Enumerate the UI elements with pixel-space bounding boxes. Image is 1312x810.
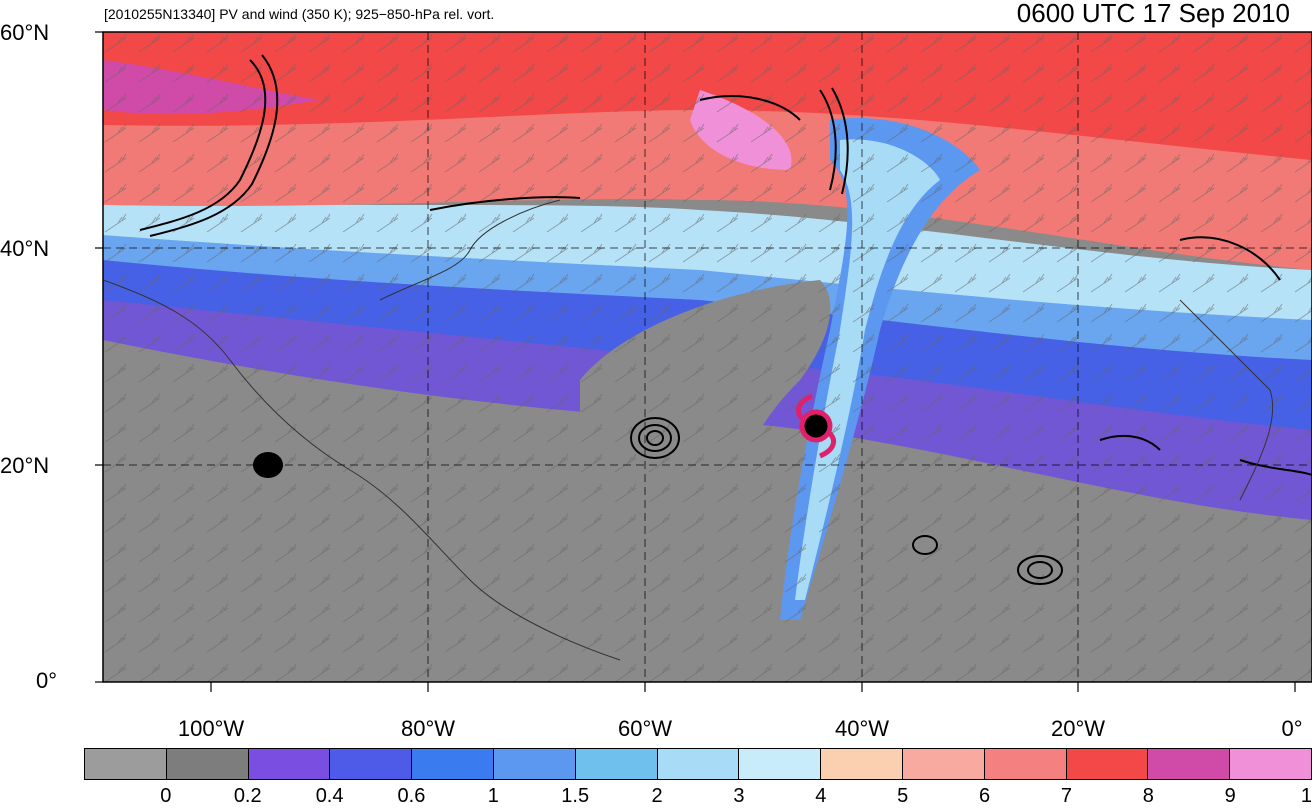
lat-label-40n: 40°N	[0, 236, 50, 261]
map-timestamp: 0600 UTC 17 Sep 2010	[1016, 0, 1290, 28]
colorbar-tick-label: 1	[487, 785, 499, 807]
pv-colorbar	[84, 748, 1312, 780]
colorbar-tick-label: 8	[1142, 785, 1154, 807]
colorbar-swatch	[984, 749, 1067, 779]
colorbar-swatch	[1148, 749, 1231, 779]
lat-label-20n: 20°N	[0, 453, 50, 478]
colorbar-tick-label: 1.5	[561, 785, 590, 807]
colorbar-tick-label: 3	[733, 785, 745, 807]
lon-label-80w: 80°W	[400, 716, 456, 741]
colorbar-swatch	[330, 749, 413, 779]
lon-label-20w: 20°W	[1050, 716, 1106, 741]
colorbar-tick-label: 10	[1300, 785, 1312, 807]
colorbar-swatch	[248, 749, 331, 779]
colorbar-swatch	[85, 749, 167, 779]
hurricane-icon	[795, 393, 837, 459]
colorbar-tick-label: 0	[160, 785, 172, 807]
colorbar-tick-label: 0.2	[233, 785, 262, 807]
colorbar-swatch	[657, 749, 740, 779]
lat-label-60n: 60°N	[0, 20, 50, 45]
colorbar-swatch	[739, 749, 822, 779]
colorbar-swatch	[412, 749, 494, 779]
colorbar-tick-label: 7	[1060, 785, 1072, 807]
colorbar-tick-label: 0.4	[315, 785, 344, 807]
colorbar-swatch	[575, 749, 658, 779]
colorbar-swatch	[1066, 749, 1149, 779]
colorbar-tick-label: 6	[978, 785, 991, 807]
colorbar-tick-label: 0.6	[397, 785, 426, 807]
colorbar-swatch	[902, 749, 985, 779]
colorbar-swatch	[821, 749, 903, 779]
colorbar-swatch	[166, 749, 249, 779]
colorbar-swatch	[1230, 749, 1311, 779]
colorbar-tick-label: 5	[897, 785, 909, 807]
colorbar-tick-label: 2	[651, 785, 663, 807]
lon-label-40w: 40°W	[834, 716, 890, 741]
lon-label-60w: 60°W	[617, 716, 673, 741]
colorbar-swatch	[493, 749, 576, 779]
colorbar-tick-label: 4	[815, 785, 827, 807]
lon-label-100w: 100°W	[177, 716, 245, 741]
lon-label-0: 0°	[1281, 716, 1303, 741]
map-subtitle: [2010255N13340] PV and wind (350 K); 925…	[104, 6, 495, 22]
lat-label-0: 0°	[36, 668, 58, 693]
colorbar-tick-label: 9	[1224, 785, 1236, 807]
pv-field	[103, 32, 1312, 682]
